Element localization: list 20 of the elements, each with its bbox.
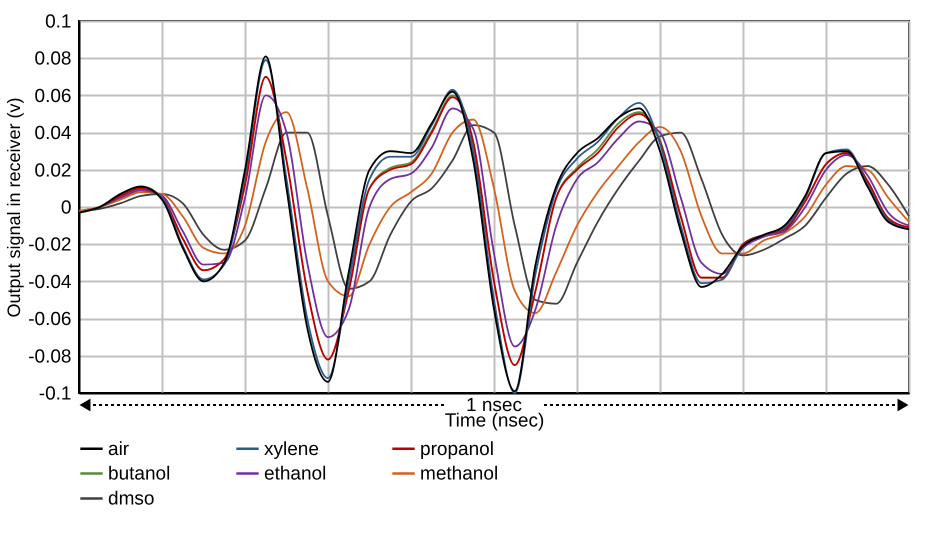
y-axis-title: Output signal in receiver (v) xyxy=(4,97,24,318)
y-tick-label: -0.02 xyxy=(28,234,72,256)
legend-label: butanol xyxy=(108,464,170,484)
x-axis-title: Time (nsec) xyxy=(444,410,544,432)
y-tick-label: 0.02 xyxy=(34,160,72,182)
y-tick-label: 0.04 xyxy=(34,123,72,144)
y-tick-label: 0 xyxy=(60,198,72,218)
legend-label: air xyxy=(108,438,130,460)
legend-label: dmso xyxy=(108,488,154,510)
y-tick-label: -0.08 xyxy=(28,346,72,368)
y-tick-label: 0.1 xyxy=(45,12,72,32)
y-tick-label: 0.06 xyxy=(34,86,72,107)
legend-label: methanol xyxy=(420,464,498,484)
y-tick-label: -0.04 xyxy=(28,272,72,293)
legend-label: xylene xyxy=(264,438,319,460)
y-tick-label: -0.06 xyxy=(28,309,72,330)
y-tick-label: 0.08 xyxy=(34,48,72,70)
legend-label: propanol xyxy=(420,438,494,460)
y-tick-label: -0.1 xyxy=(38,384,72,404)
legend-label: ethanol xyxy=(264,464,326,484)
